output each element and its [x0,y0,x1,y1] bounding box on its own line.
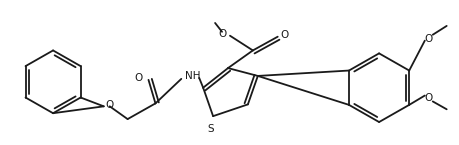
Text: O: O [134,73,143,83]
Text: NH: NH [185,71,201,81]
Text: S: S [208,124,214,134]
Text: O: O [425,34,433,44]
Text: O: O [106,100,114,110]
Text: O: O [219,29,227,39]
Text: O: O [281,30,289,40]
Text: O: O [425,93,433,103]
